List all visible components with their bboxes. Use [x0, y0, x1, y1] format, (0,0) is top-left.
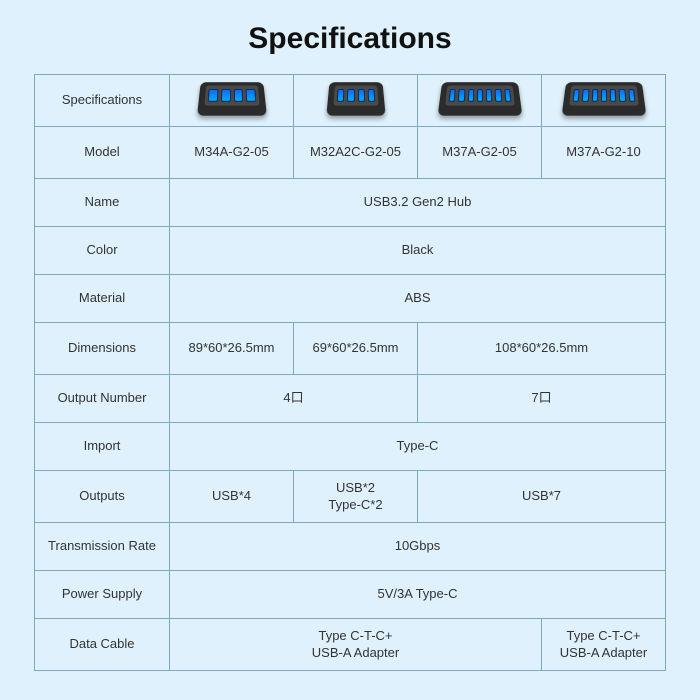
row-power: Power Supply 5V/3A Type-C [35, 571, 666, 619]
row-import: Import Type-C [35, 423, 666, 471]
model-3: M37A-G2-10 [542, 127, 666, 179]
label-transmission: Transmission Rate [35, 523, 170, 571]
row-output-number: Output Number 4口 7口 [35, 375, 666, 423]
hub-image-2 [418, 75, 542, 127]
usb-port-icon [494, 89, 501, 102]
row-model: Model M34A-G2-05 M32A2C-G2-05 M37A-G2-05… [35, 127, 666, 179]
label-specifications: Specifications [35, 75, 170, 127]
label-import: Import [35, 423, 170, 471]
value-transmission: 10Gbps [170, 523, 666, 571]
row-dimensions: Dimensions 89*60*26.5mm 69*60*26.5mm 108… [35, 323, 666, 375]
page-title: Specifications [0, 0, 700, 74]
hub-image-3 [542, 75, 666, 127]
row-data-cable: Data Cable Type C-T-C+USB-A Adapter Type… [35, 619, 666, 671]
usb-port-icon [618, 89, 625, 102]
row-material: Material ABS [35, 275, 666, 323]
value-import: Type-C [170, 423, 666, 471]
usb-port-icon [458, 89, 465, 102]
usb-port-icon [503, 89, 510, 102]
usb-port-icon [467, 89, 474, 102]
value-color: Black [170, 227, 666, 275]
label-outputs: Outputs [35, 471, 170, 523]
label-power: Power Supply [35, 571, 170, 619]
hub-icon [437, 83, 522, 116]
label-color: Color [35, 227, 170, 275]
usb-port-icon [600, 89, 606, 102]
out-1: USB*2Type-C*2 [294, 471, 418, 523]
usb-port-icon [207, 89, 217, 102]
usb-port-icon [582, 89, 589, 102]
usb-port-icon [476, 89, 482, 102]
usb-port-icon [220, 89, 230, 102]
usb-port-icon [245, 89, 255, 102]
usb-port-icon [336, 89, 344, 102]
cable-012: Type C-T-C+USB-A Adapter [170, 619, 542, 671]
model-1: M32A2C-G2-05 [294, 127, 418, 179]
label-material: Material [35, 275, 170, 323]
dim-1: 69*60*26.5mm [294, 323, 418, 375]
label-name: Name [35, 179, 170, 227]
usb-port-icon [448, 89, 455, 102]
hub-icon [197, 83, 267, 116]
label-output-number: Output Number [35, 375, 170, 423]
row-transmission: Transmission Rate 10Gbps [35, 523, 666, 571]
dim-0: 89*60*26.5mm [170, 323, 294, 375]
value-name: USB3.2 Gen2 Hub [170, 179, 666, 227]
model-0: M34A-G2-05 [170, 127, 294, 179]
spec-table: Specifications Model M34A-G2-05 M32A2C-G… [34, 74, 666, 671]
hub-image-1 [294, 75, 418, 127]
out-23: USB*7 [418, 471, 666, 523]
usb-port-icon [609, 89, 616, 102]
row-images: Specifications [35, 75, 666, 127]
usb-port-icon [591, 89, 598, 102]
label-model: Model [35, 127, 170, 179]
hub-icon [326, 83, 385, 116]
value-power: 5V/3A Type-C [170, 571, 666, 619]
usb-port-icon [367, 89, 375, 102]
row-outputs: Outputs USB*4 USB*2Type-C*2 USB*7 [35, 471, 666, 523]
usb-port-icon [233, 89, 243, 102]
out-0: USB*4 [170, 471, 294, 523]
outnum-01: 4口 [170, 375, 418, 423]
row-name: Name USB3.2 Gen2 Hub [35, 179, 666, 227]
usb-port-icon [627, 89, 634, 102]
dim-23: 108*60*26.5mm [418, 323, 666, 375]
cable-3: Type C-T-C+USB-A Adapter [542, 619, 666, 671]
label-data-cable: Data Cable [35, 619, 170, 671]
value-material: ABS [170, 275, 666, 323]
row-color: Color Black [35, 227, 666, 275]
usb-port-icon [572, 89, 579, 102]
usb-port-icon [485, 89, 492, 102]
usb-port-icon [347, 89, 354, 102]
label-dimensions: Dimensions [35, 323, 170, 375]
outnum-23: 7口 [418, 375, 666, 423]
hub-icon [561, 83, 646, 116]
hub-image-0 [170, 75, 294, 127]
usb-port-icon [357, 89, 364, 102]
model-2: M37A-G2-05 [418, 127, 542, 179]
